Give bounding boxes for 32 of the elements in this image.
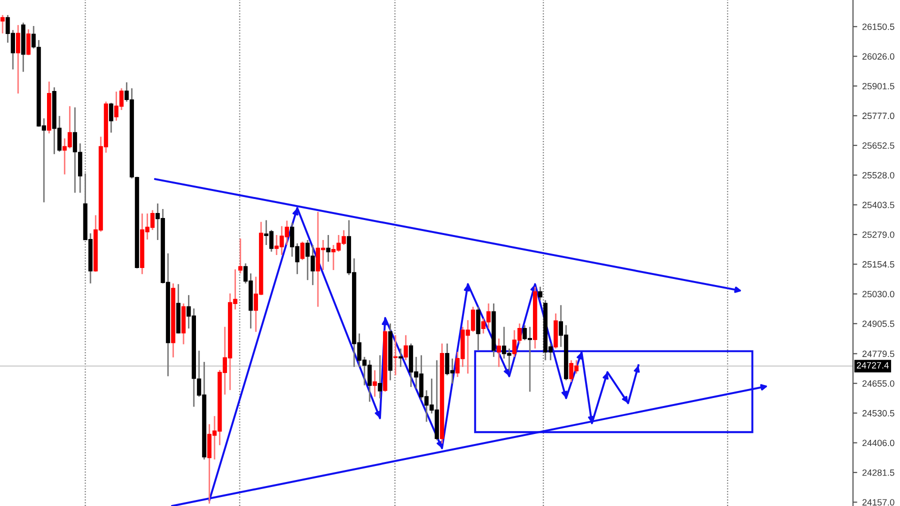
- candlestick: [372, 370, 377, 398]
- candlestick: [0, 14, 5, 34]
- y-tick-label: 24779.5: [862, 350, 894, 358]
- candlestick: [238, 238, 242, 274]
- candlestick: [16, 24, 20, 94]
- y-tick-label: 24157.0: [862, 499, 894, 506]
- candlestick: [404, 334, 408, 361]
- candlestick: [398, 348, 403, 368]
- y-tick-label: 24406.0: [862, 440, 894, 446]
- candlestick: [378, 354, 382, 400]
- candlestick: [496, 338, 501, 368]
- y-tick-label: 25030.0: [862, 290, 894, 298]
- y-tick-label: 25279.0: [862, 231, 894, 238]
- candlestick: [26, 28, 31, 56]
- y-tick-label: 24655.0: [862, 380, 894, 387]
- y-tick-label: 25528.0: [862, 172, 894, 178]
- y-tick-label: 26026.0: [862, 53, 894, 60]
- y-tick-label: 25652.5: [862, 142, 894, 149]
- y-tick-label: 25403.5: [862, 202, 894, 208]
- candlestick: [326, 234, 330, 262]
- y-tick-label: 25154.5: [862, 261, 894, 268]
- y-tick-label: 24530.5: [862, 410, 894, 416]
- y-tick-label: 26150.5: [862, 24, 894, 30]
- candlestick: [393, 334, 398, 376]
- candlestick: [476, 306, 480, 351]
- candlestick: [109, 102, 114, 134]
- ref-line-label: 24727.4: [856, 362, 889, 368]
- y-tick-label: 25901.5: [862, 82, 894, 90]
- y-tick-label: 24281.5: [862, 469, 894, 476]
- candlestick: [300, 240, 305, 261]
- y-tick-label: 24905.5: [862, 320, 894, 327]
- y-tick-label: 25777.0: [862, 112, 894, 120]
